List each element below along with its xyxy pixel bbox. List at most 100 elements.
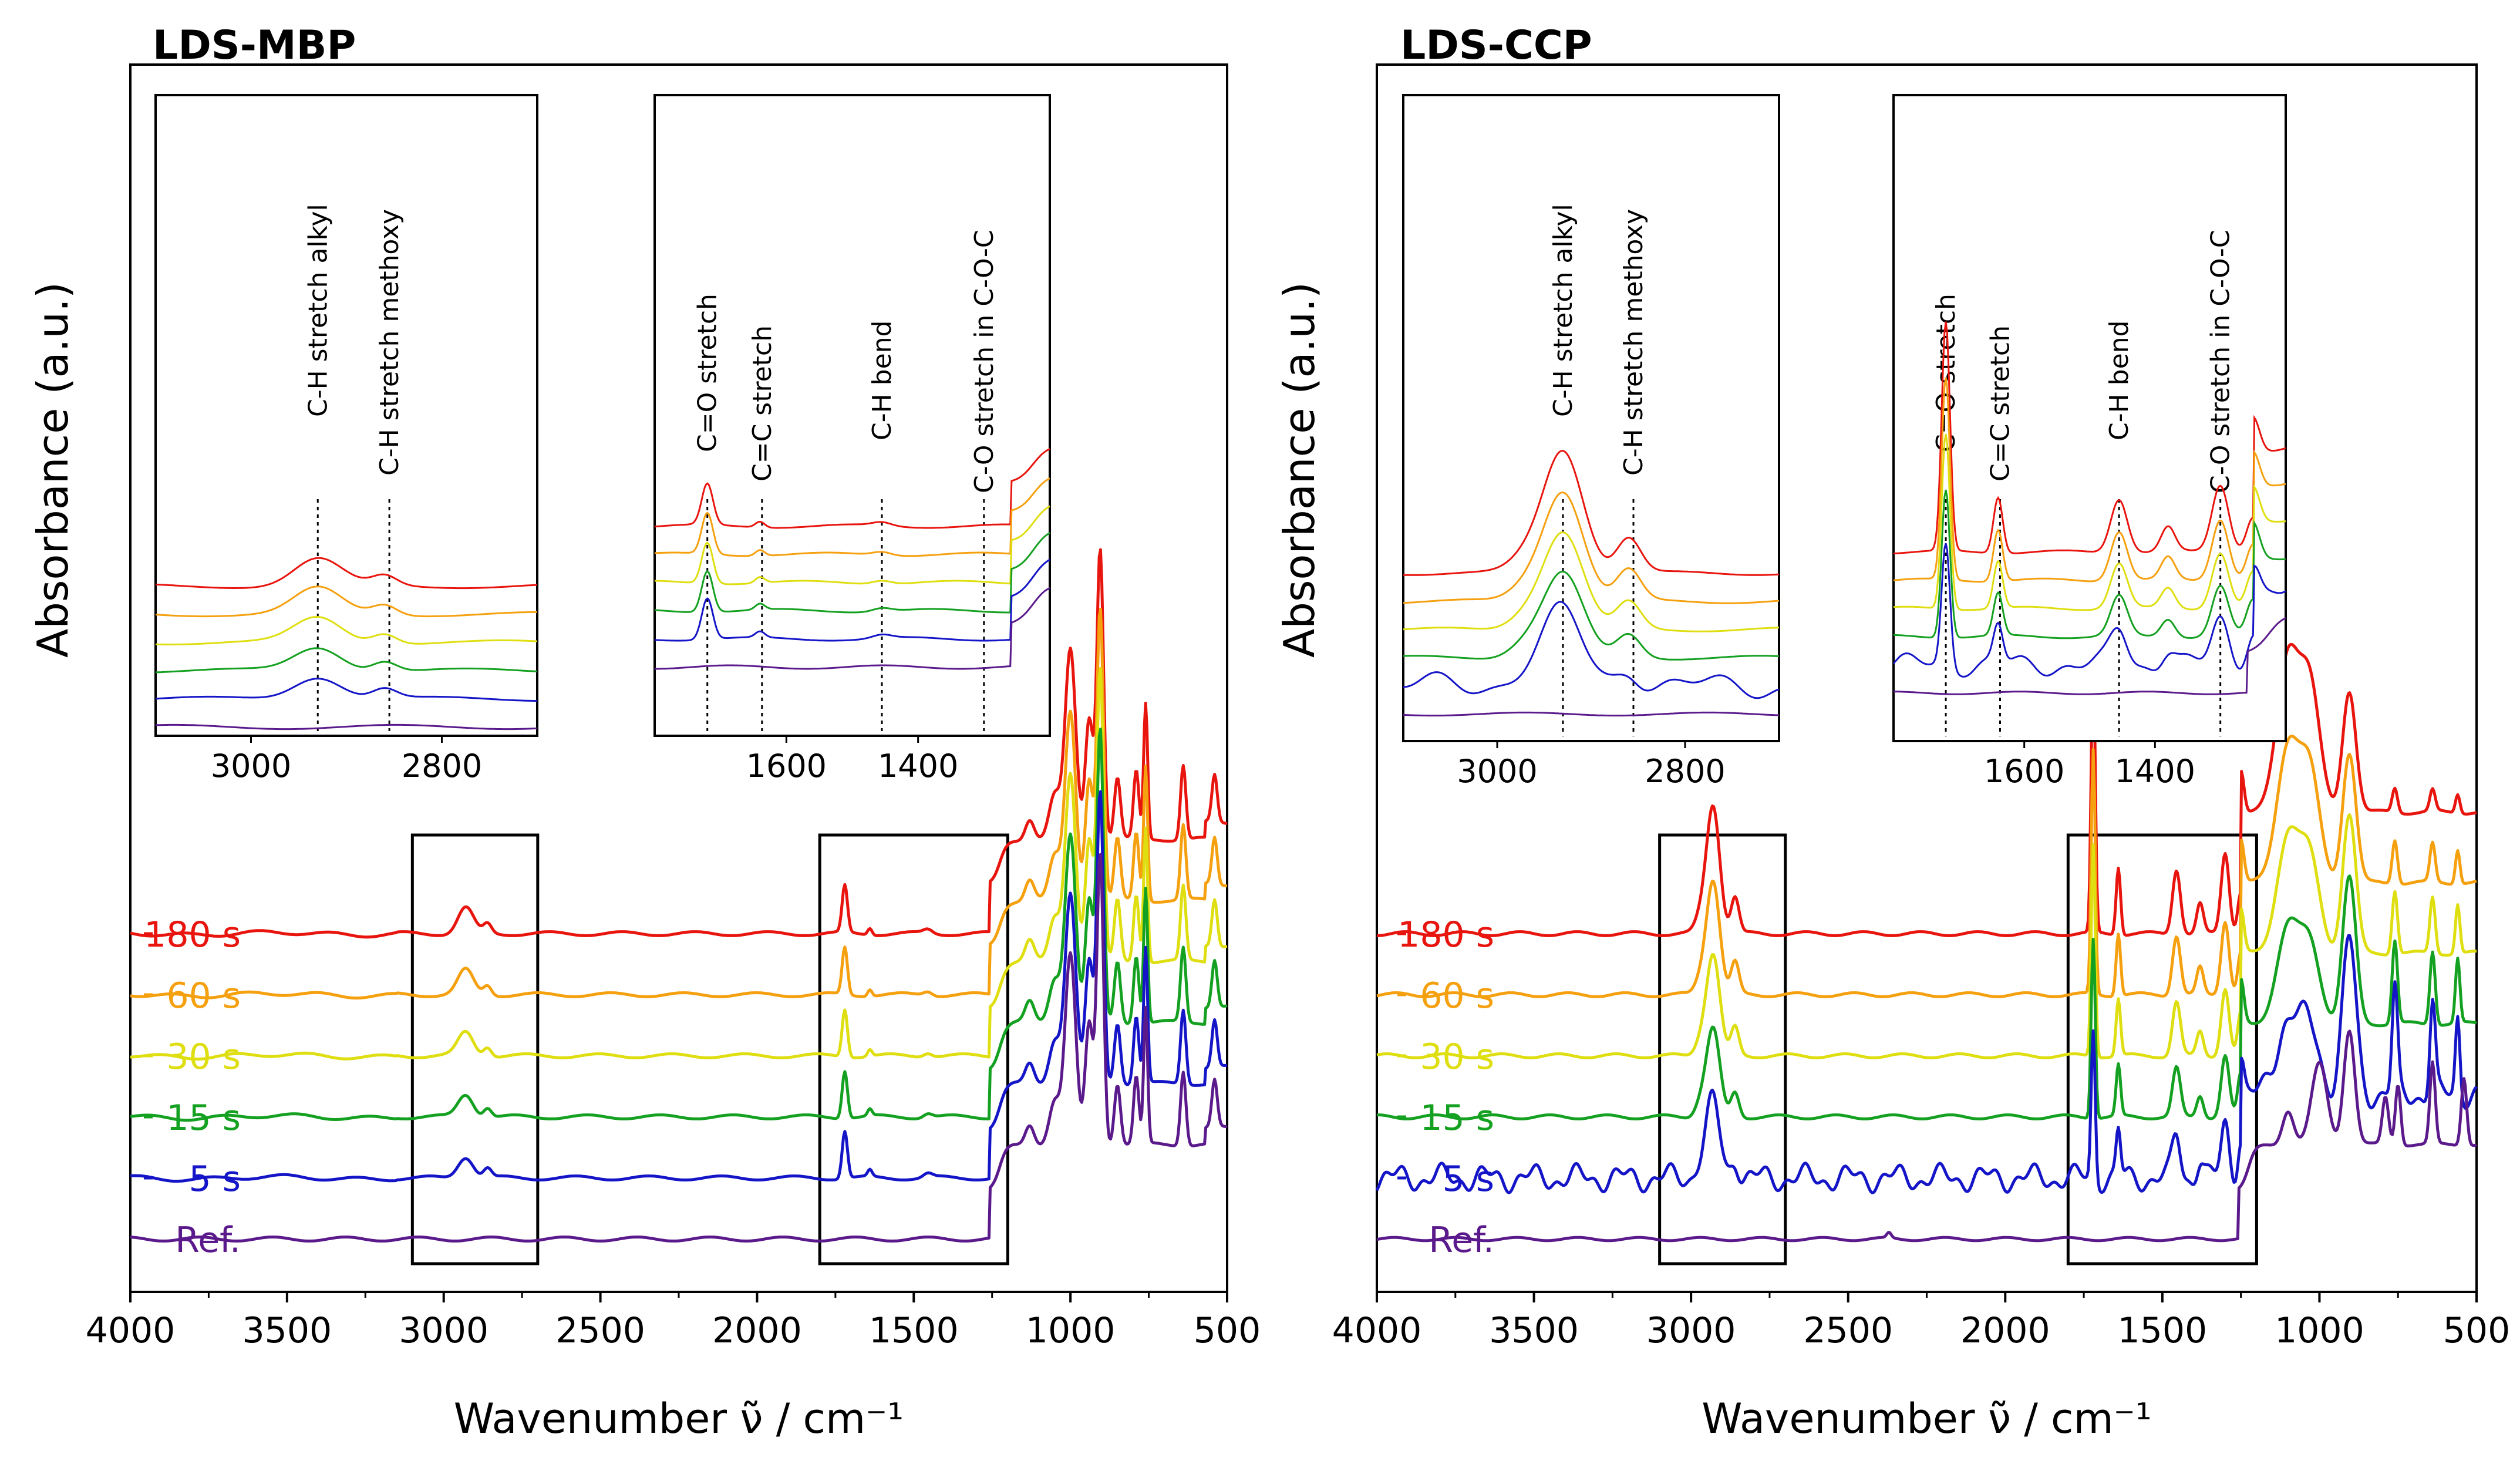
series-label: 5 s <box>188 1159 241 1200</box>
spectrum-line <box>130 548 1228 939</box>
panel-title: LDS-MBP <box>153 22 356 69</box>
series-label: 5 s <box>1442 1159 1494 1200</box>
annotation-label: C-H bend <box>2104 321 2134 441</box>
inset-spectrum-line <box>1403 570 1780 661</box>
inset-spectrum-line <box>1892 543 2286 678</box>
inset-tick-label: 3000 <box>211 748 291 785</box>
inset-spectrum-line <box>655 505 1050 585</box>
y-axis-label: Absorbance (a.u.) <box>1275 282 1324 658</box>
x-tick-label: 500 <box>2443 1310 2511 1351</box>
series-label: Ref. <box>1429 1220 1494 1261</box>
inset-tick-label: 3000 <box>1457 753 1537 790</box>
x-tick-label: 4000 <box>1332 1310 1422 1351</box>
annotation-label: C-H bend <box>867 321 897 441</box>
series-label: 60 s <box>166 975 241 1016</box>
x-tick-label: 3500 <box>242 1310 332 1351</box>
inset-spectrum-line <box>1403 491 1780 604</box>
highlight-box <box>818 833 1009 1265</box>
inset-spectrum-line <box>1403 601 1780 699</box>
x-tick-label: 3000 <box>1646 1310 1736 1351</box>
highlight-box <box>410 833 540 1265</box>
inset-spectrum-line <box>155 647 538 674</box>
spectrum-line <box>130 728 1228 1122</box>
highlight-box <box>2066 833 2258 1265</box>
inset-tick-label: 1400 <box>2115 753 2195 790</box>
inset-tick-label: 1400 <box>878 748 958 785</box>
inset-spectrum-line <box>155 585 537 618</box>
annotation-label: C-H stretch alkyl <box>1548 204 1578 417</box>
annotation-label: C-O stretch in C-O-C <box>2206 230 2236 493</box>
spectrum-line <box>130 666 1228 1061</box>
annotation-label: C-O stretch in C-O-C <box>969 230 999 493</box>
inset-spectrum-line <box>155 678 538 702</box>
inset-spectrum-line <box>655 587 1050 670</box>
spectrum-line <box>1375 934 2478 1194</box>
spectrum-line <box>130 853 1228 1243</box>
x-tick-label: 1500 <box>2118 1310 2208 1351</box>
inset-spectrum-line <box>155 616 538 646</box>
spectrum-line <box>1376 1029 2477 1243</box>
series-label: 15 s <box>166 1098 241 1139</box>
inset-spectrum-line <box>654 532 1050 614</box>
x-axis-label: Wavenumber ν̃ / cm⁻¹ <box>1702 1395 2151 1443</box>
x-tick-label: 1000 <box>1026 1310 1116 1351</box>
x-tick-label: 1000 <box>2275 1310 2364 1351</box>
x-tick-label: 4000 <box>86 1310 176 1351</box>
inset-tick-label: 2800 <box>402 748 482 785</box>
inset-tick-label: 1600 <box>1984 753 2064 790</box>
panel-1: LDS-MBP 4000 3500 3000 2500 2000 1500 1000 500 Wa… <box>28 22 1261 1443</box>
x-tick-label: 3500 <box>1489 1310 1579 1351</box>
inset-spectrum-line <box>1403 531 1780 632</box>
x-tick-label: 500 <box>1194 1310 1261 1351</box>
x-axis-label: Wavenumber ν̃ / cm⁻¹ <box>454 1395 904 1443</box>
inset-spectrum-line <box>1893 377 2286 583</box>
annotation-label: C=C stretch <box>1985 325 2015 482</box>
spectrum-line <box>1376 874 2477 1120</box>
inset-1: 3000 2800 C-H stretch alkyl C-H stretch met… <box>1402 94 1780 790</box>
inset-spectrum-line <box>1893 321 2286 554</box>
spectrum-line <box>130 607 1228 1000</box>
annotation-label: C-H stretch methoxy <box>1619 209 1649 476</box>
inset-spectrum-line <box>654 448 1050 529</box>
inset-spectrum-line <box>155 557 538 590</box>
panel-2: LDS-CCP 4000 3500 3000 2500 2000 1500 1000 500 Wa… <box>1275 22 2510 1443</box>
inset-frame <box>1402 94 1780 742</box>
annotation-label: C=C stretch <box>747 325 777 482</box>
inset-spectrum-line <box>1403 450 1780 576</box>
inset-spectrum-line <box>654 477 1050 557</box>
spectrum-line <box>1376 642 2477 937</box>
inset-frame <box>1892 94 2287 742</box>
spectrum-line <box>1376 813 2477 1059</box>
inset-2: 1600 1400 C=O stretch C=C stretch C-H bend C-… <box>653 94 1051 785</box>
inset-spectrum-line <box>654 558 1050 642</box>
highlight-box <box>1658 833 1787 1265</box>
inset-spectrum-line <box>1893 433 2286 611</box>
x-tick-label: 2000 <box>1960 1310 2050 1351</box>
panel-title: LDS-CCP <box>1400 22 1592 69</box>
x-tick-label: 2500 <box>1803 1310 1893 1351</box>
inset-frame <box>154 94 538 737</box>
inset-2: 1600 1400 C=O stretch C=C stretch C-H bend C-… <box>1892 94 2287 790</box>
series-label: 180 s <box>1397 914 1494 955</box>
x-tick-label: 2000 <box>712 1310 802 1351</box>
inset-1: 3000 2800 C-H stretch alkyl C-H stretch met… <box>154 94 538 785</box>
series-label: 180 s <box>144 914 241 955</box>
x-tick-label: 3000 <box>399 1310 488 1351</box>
series-label: 30 s <box>1420 1036 1494 1078</box>
inset-spectrum-line <box>155 723 538 730</box>
inset-spectrum-line <box>1894 617 2286 695</box>
spectrum-line <box>130 790 1228 1183</box>
inset-tick-label: 1600 <box>746 748 827 785</box>
inset-spectrum-line <box>1893 489 2286 639</box>
series-label: Ref. <box>175 1220 241 1261</box>
inset-spectrum-line <box>1403 711 1780 717</box>
annotation-label: C-H stretch alkyl <box>303 204 333 417</box>
annotation-label: C=O stretch <box>1931 294 1961 452</box>
series-label: 60 s <box>1420 975 1494 1016</box>
annotation-label: C-H stretch methoxy <box>375 209 405 476</box>
inset-tick-label: 2800 <box>1645 753 1725 790</box>
series-label: 15 s <box>1420 1098 1494 1139</box>
series-label: 30 s <box>166 1036 241 1078</box>
x-tick-label: 1500 <box>869 1310 959 1351</box>
